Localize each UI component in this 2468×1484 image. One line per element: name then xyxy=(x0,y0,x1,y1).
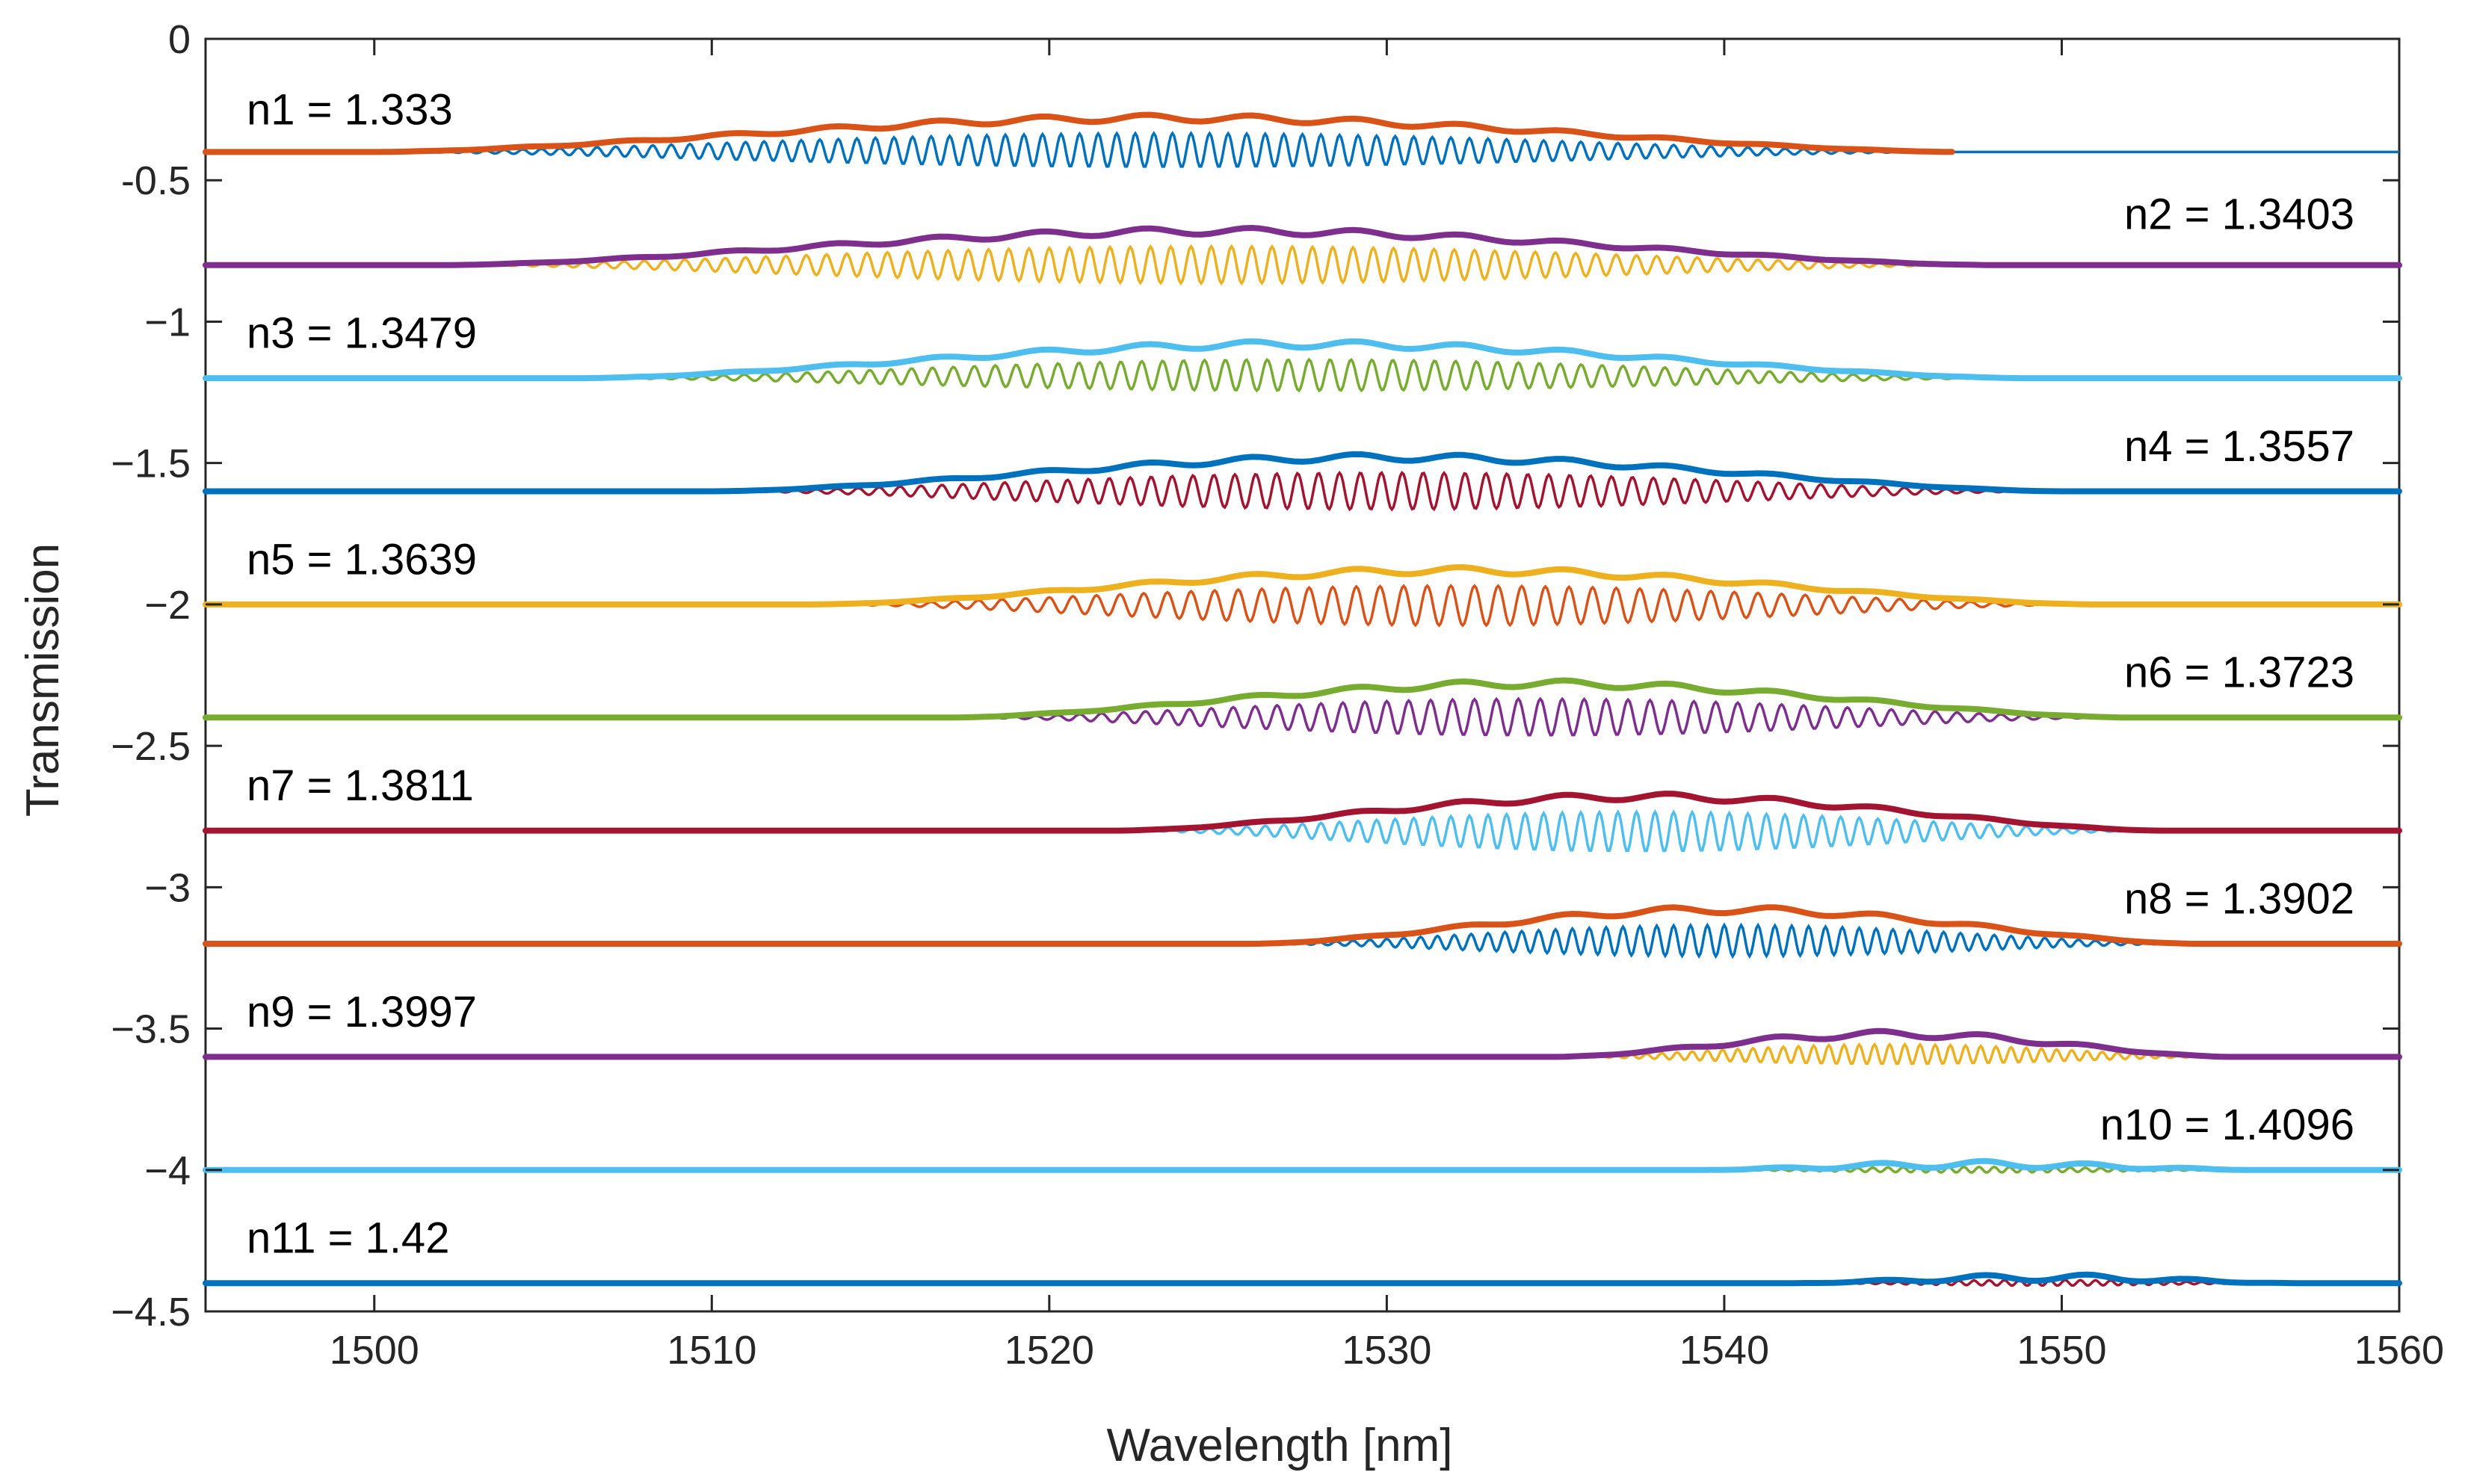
series-8-label: n8 = 1.3902 xyxy=(2124,874,2354,923)
axes-box xyxy=(204,37,2401,1313)
series-8-envelope-line xyxy=(203,904,2402,947)
series-11-envelope-line xyxy=(203,1271,2402,1287)
series-7 xyxy=(203,791,2402,853)
y-tick-label: −4 xyxy=(144,1148,191,1193)
series-10-label: n10 = 1.4096 xyxy=(2100,1101,2354,1149)
axes-layer: 1500 1510 1520 1530 1540 1550 1560 0 -0.5 −1 −1.5 −… xyxy=(111,17,2444,1373)
series-11 xyxy=(203,1271,2402,1287)
x-tick-label: 1550 xyxy=(2017,1328,2106,1373)
series-6 xyxy=(203,677,2402,737)
series-8 xyxy=(203,904,2402,959)
series-5-envelope-line xyxy=(203,564,2402,607)
y-tick-label: -0.5 xyxy=(121,158,191,203)
series-9-label: n9 = 1.3997 xyxy=(247,988,477,1036)
x-tick-label: 1500 xyxy=(330,1328,419,1373)
x-tick-label: 1560 xyxy=(2354,1328,2444,1373)
series-3-label: n3 = 1.3479 xyxy=(247,309,477,358)
y-tick-label: −3 xyxy=(144,865,191,910)
y-tick-label: −2.5 xyxy=(111,724,191,769)
y-axis-title: Transmission xyxy=(17,543,69,817)
y-tick-label: −1.5 xyxy=(111,442,191,486)
x-tick-label: 1510 xyxy=(667,1328,756,1373)
series-4-envelope-line xyxy=(203,451,2402,495)
series-4 xyxy=(203,451,2402,512)
series-9-envelope-line xyxy=(203,1027,2402,1060)
series-6-label: n6 = 1.3723 xyxy=(2124,649,2354,697)
y-tick-label: −1 xyxy=(144,300,191,344)
series-layer xyxy=(203,111,2402,1287)
series-2-label: n2 = 1.3403 xyxy=(2124,191,2354,239)
series-10 xyxy=(203,1157,2402,1174)
x-tick-label: 1540 xyxy=(1679,1328,1769,1373)
y-tick-label: 0 xyxy=(168,17,191,62)
series-1-label: n1 = 1.333 xyxy=(247,86,453,135)
series-6-envelope-line xyxy=(203,677,2402,721)
series-11-label: n11 = 1.42 xyxy=(247,1214,449,1263)
series-7-label: n7 = 1.3811 xyxy=(247,761,474,810)
x-tick-label: 1530 xyxy=(1342,1328,1431,1373)
series-7-envelope-line xyxy=(203,791,2402,834)
series-3 xyxy=(203,338,2402,393)
series-1 xyxy=(203,111,2399,168)
series-10-envelope-line xyxy=(203,1157,2402,1173)
series-5-label: n5 = 1.3639 xyxy=(247,535,477,584)
y-tick-label: −2 xyxy=(144,583,191,628)
y-tick-label: −3.5 xyxy=(111,1007,191,1052)
series-3-envelope-line xyxy=(203,338,2402,382)
series-2-envelope-line xyxy=(203,225,2402,268)
x-axis-title: Wavelength [nm] xyxy=(1107,1420,1453,1471)
series-1-spectrum-line xyxy=(206,131,2399,168)
series-2 xyxy=(203,225,2402,286)
series-4-label: n4 = 1.3557 xyxy=(2124,422,2354,471)
x-tick-label: 1520 xyxy=(1005,1328,1094,1373)
series-5 xyxy=(203,564,2402,628)
plot-area xyxy=(204,37,2401,1313)
series-1-envelope-line xyxy=(203,111,1955,155)
y-tick-label: −4.5 xyxy=(111,1290,191,1335)
labels-layer: n1 = 1.333 n2 = 1.3403 n3 = 1.3479 n4 = 1.3… xyxy=(247,86,2354,1263)
series-9 xyxy=(203,1027,2402,1066)
